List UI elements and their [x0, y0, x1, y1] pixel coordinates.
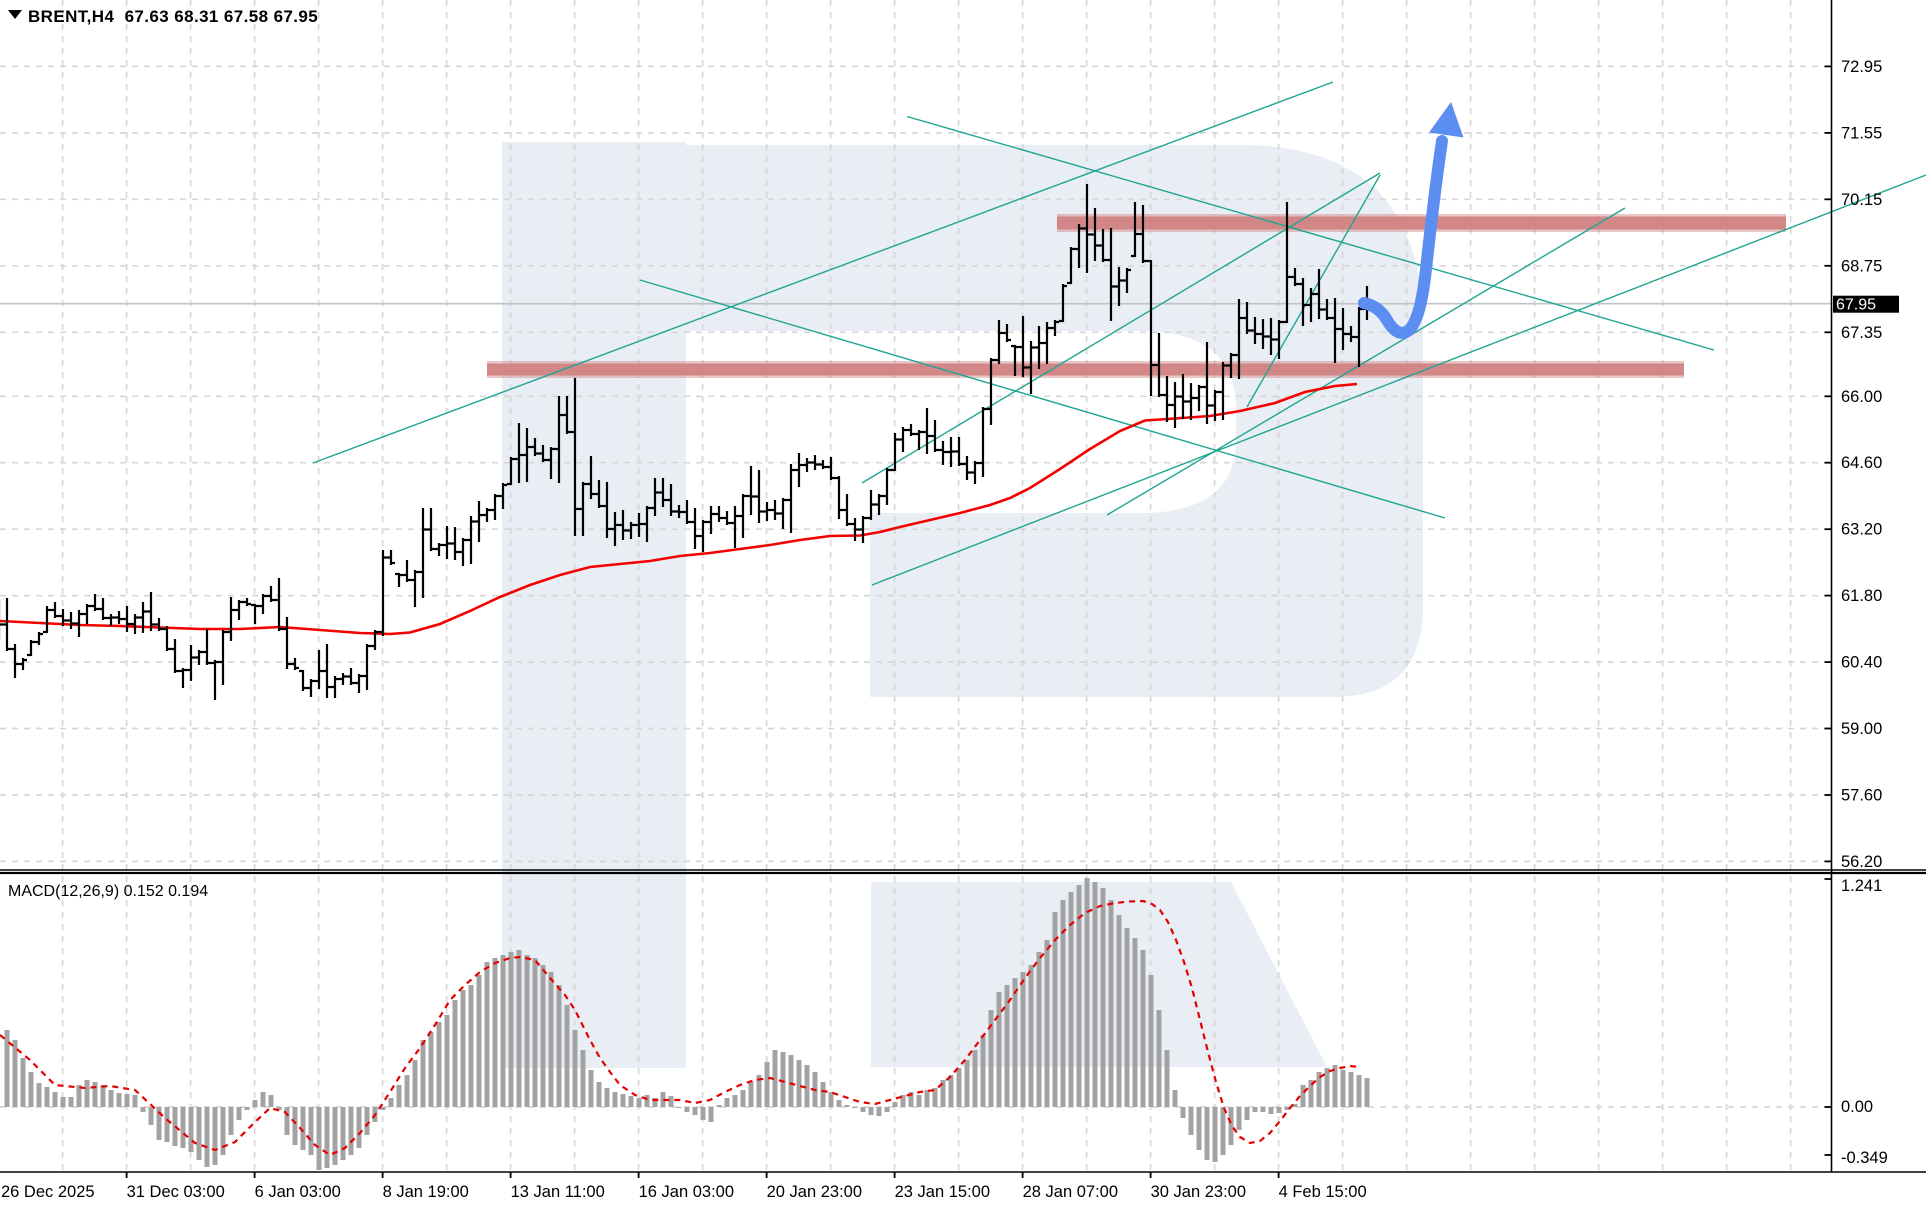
- svg-text:57.60: 57.60: [1841, 787, 1882, 805]
- svg-text:6 Jan 03:00: 6 Jan 03:00: [255, 1183, 341, 1201]
- svg-text:16 Jan 03:00: 16 Jan 03:00: [639, 1183, 734, 1201]
- svg-text:23 Jan 15:00: 23 Jan 15:00: [895, 1183, 990, 1201]
- svg-text:72.95: 72.95: [1841, 58, 1882, 76]
- svg-text:61.80: 61.80: [1841, 587, 1882, 605]
- svg-text:71.55: 71.55: [1841, 124, 1882, 142]
- svg-text:56.20: 56.20: [1841, 853, 1882, 871]
- svg-text:31 Dec 03:00: 31 Dec 03:00: [127, 1183, 225, 1201]
- svg-text:67.35: 67.35: [1841, 324, 1882, 342]
- svg-text:60.40: 60.40: [1841, 654, 1882, 672]
- svg-text:64.60: 64.60: [1841, 454, 1882, 472]
- svg-text:30 Jan 23:00: 30 Jan 23:00: [1151, 1183, 1246, 1201]
- svg-text:MACD(12,26,9) 0.152 0.194: MACD(12,26,9) 0.152 0.194: [8, 883, 208, 900]
- svg-text:63.20: 63.20: [1841, 521, 1882, 539]
- svg-text:20 Jan 23:00: 20 Jan 23:00: [767, 1183, 862, 1201]
- svg-text:8 Jan 19:00: 8 Jan 19:00: [383, 1183, 469, 1201]
- svg-text:-0.349: -0.349: [1841, 1149, 1888, 1167]
- svg-text:68.75: 68.75: [1841, 257, 1882, 275]
- svg-text:67.95: 67.95: [1836, 297, 1876, 314]
- svg-text:0.00: 0.00: [1841, 1098, 1873, 1116]
- svg-text:BRENT,H4 67.63 68.31 67.58 67: BRENT,H4 67.63 68.31 67.58 67.95: [28, 7, 318, 26]
- svg-text:28 Jan 07:00: 28 Jan 07:00: [1023, 1183, 1118, 1201]
- svg-text:59.00: 59.00: [1841, 720, 1882, 738]
- svg-text:1.241: 1.241: [1841, 877, 1882, 895]
- svg-text:4 Feb 15:00: 4 Feb 15:00: [1279, 1183, 1367, 1201]
- svg-text:26 Dec 2025: 26 Dec 2025: [1, 1183, 95, 1201]
- svg-text:66.00: 66.00: [1841, 388, 1882, 406]
- svg-text:13 Jan 11:00: 13 Jan 11:00: [511, 1183, 605, 1201]
- svg-text:70.15: 70.15: [1841, 191, 1882, 209]
